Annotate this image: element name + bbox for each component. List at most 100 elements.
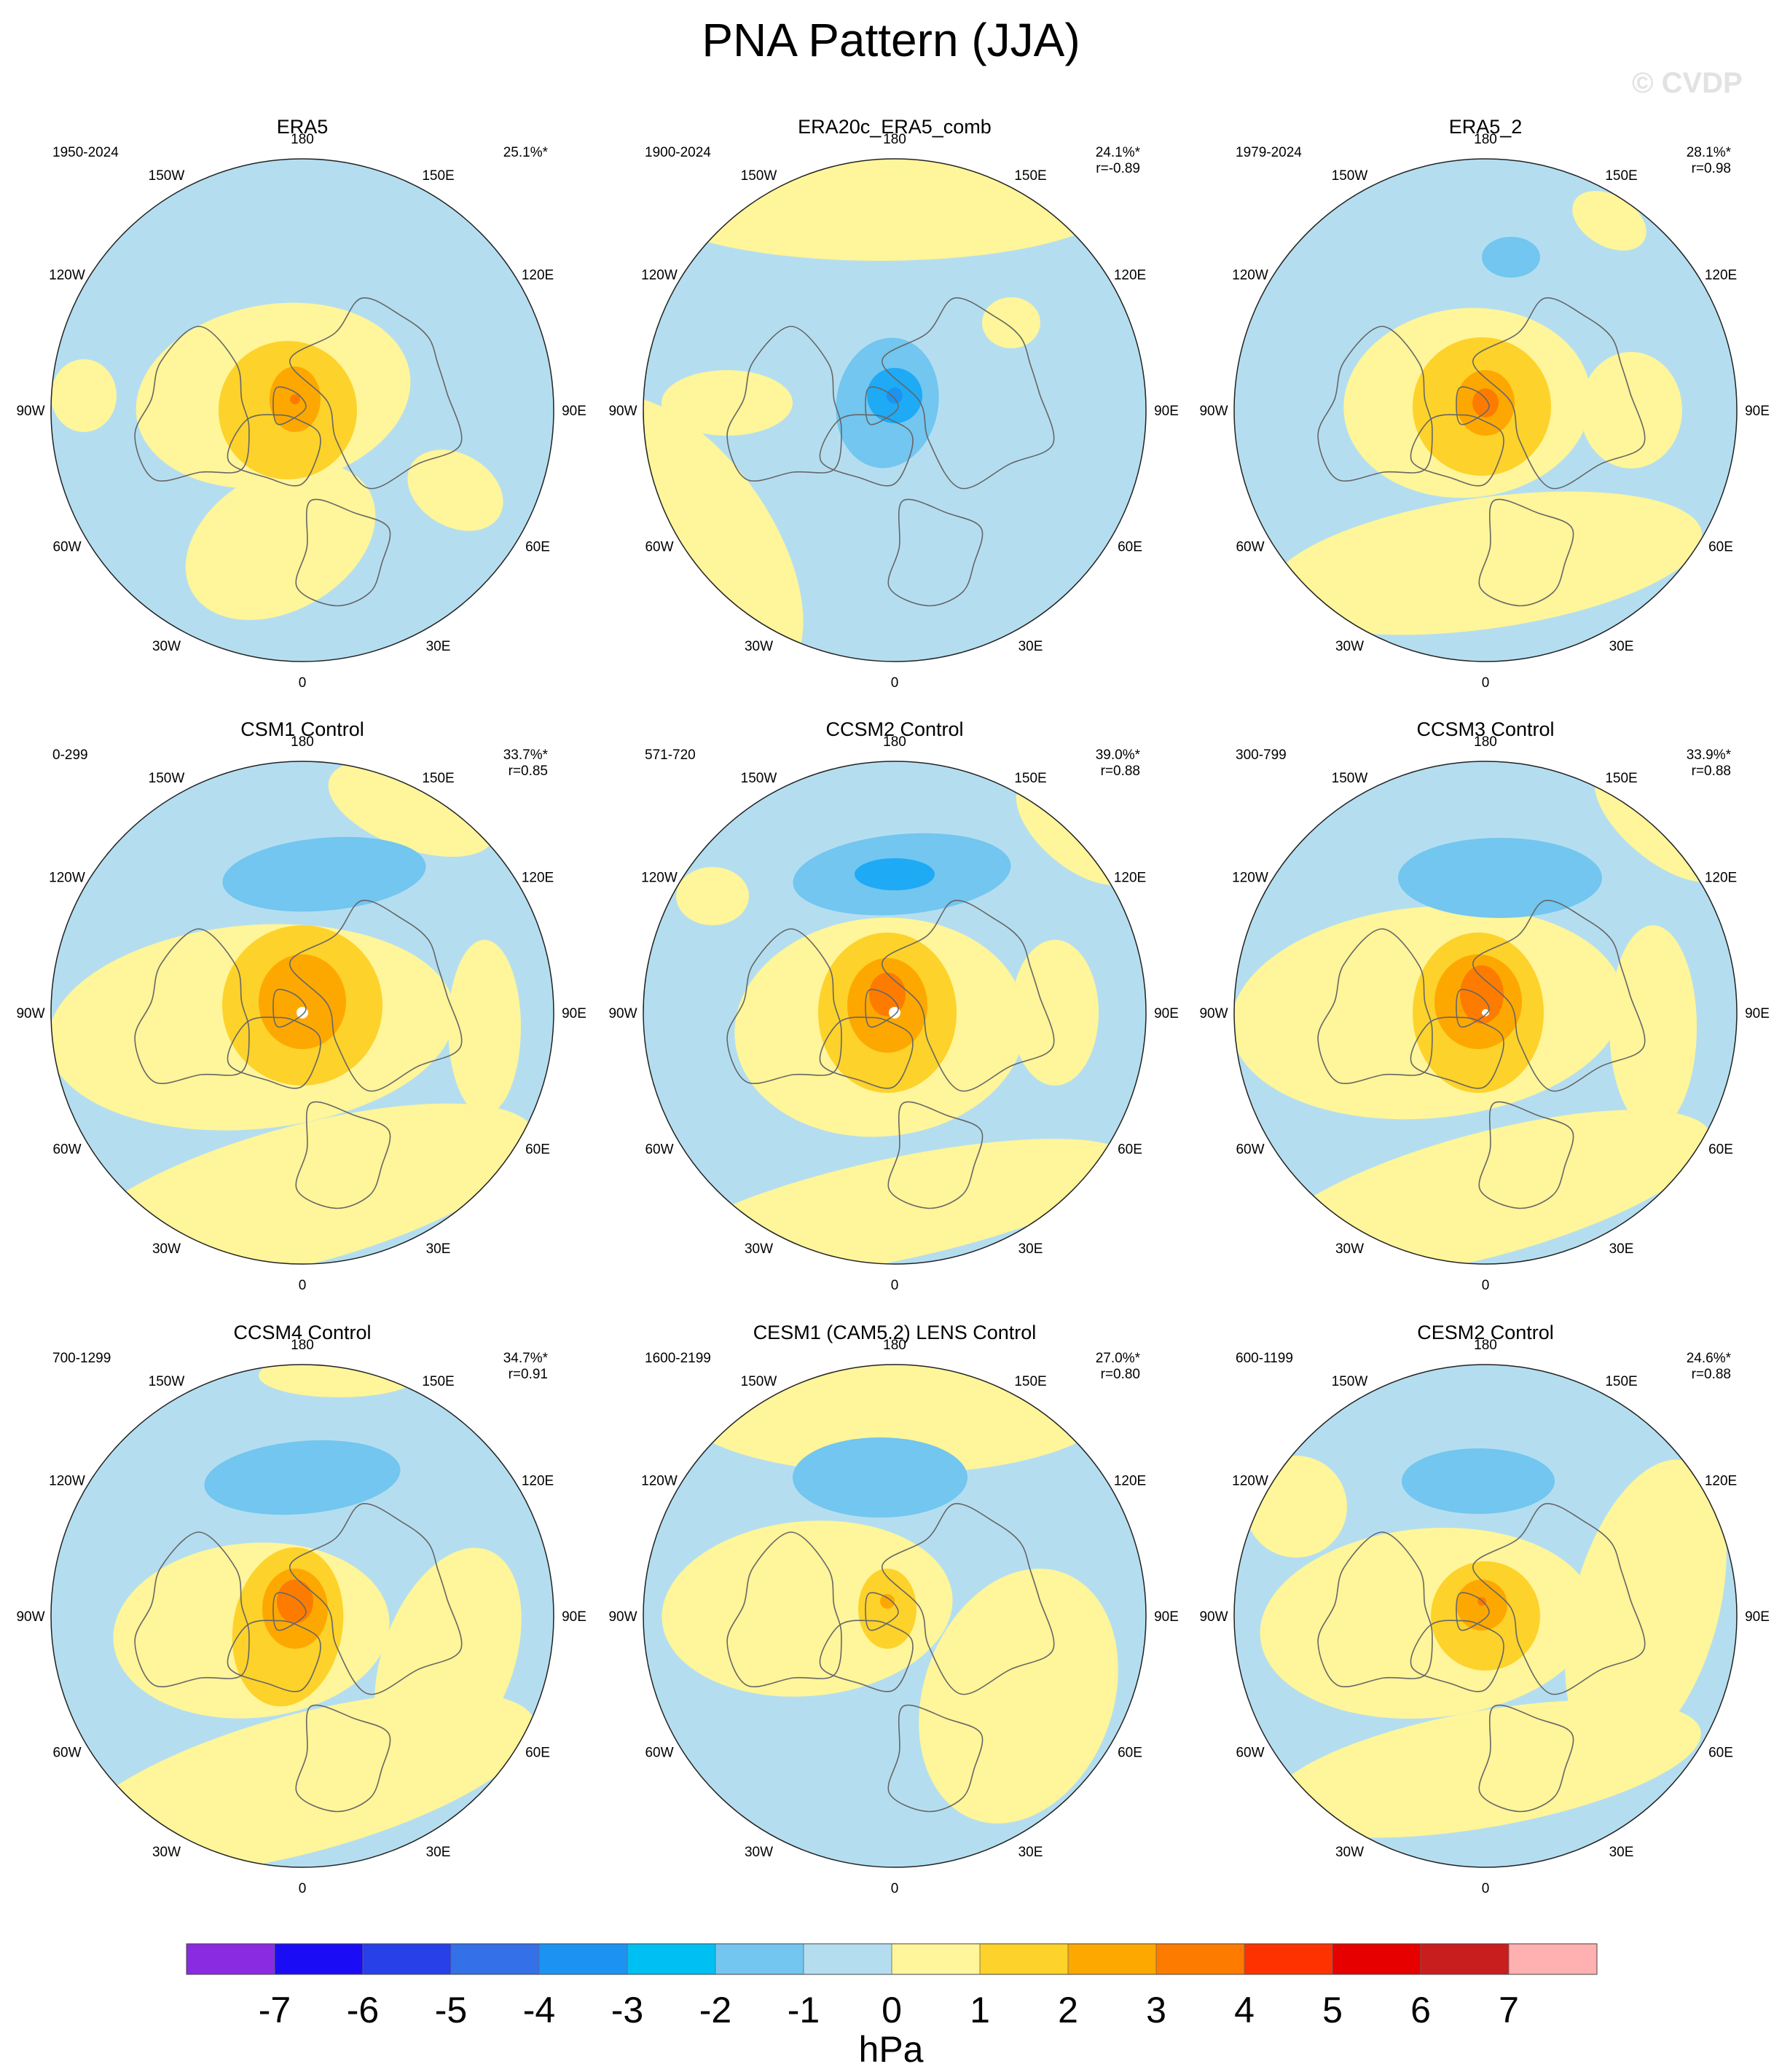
panel-9-border [1233,1364,1738,1868]
panel-6-title: CCSM3 Control [1416,718,1554,740]
panel-9-contour-neg_2-4 [1402,1448,1555,1514]
colorbar-swatch-10 [1068,1944,1156,1974]
panel-1-lon-label: 120E [522,268,554,283]
panel-4-lon-label: 90E [562,1006,586,1021]
panel-3-title: ERA5_2 [1449,116,1523,138]
panel-8-lon-label: 180 [883,1338,906,1353]
colorbar-swatch-0 [187,1944,275,1974]
panel-8-lon-label: 30E [1018,1845,1043,1860]
panel-5-title: CCSM2 Control [825,718,963,740]
panel-8-lon-label: 120E [1114,1474,1146,1489]
panel-1-contour-pos_4-6 [290,394,300,404]
panel-8-pattern-corr: r=0.80 [1101,1367,1140,1382]
panel-5-border [643,761,1147,1265]
panel-6-lon-label: 150E [1605,771,1637,786]
panel-9-lon-label: 60W [1236,1746,1264,1761]
panel-8-lon-label: 30W [745,1845,773,1860]
colorbar-tick-label: 0 [882,1990,902,2030]
panel-2-lon-label: 30W [745,639,773,654]
panel-4-lon-label: 90W [16,1006,44,1021]
panel-1-map: 180 150E 120E 90E 60E 30E 0 30W 60W 90W 120W 150W ER… [16,116,586,691]
panel-4-contour-neg_2-4 [222,836,426,912]
panel-4-lon-label: 150W [149,771,185,786]
colorbar-tick-label: -5 [435,1990,467,2030]
panel-1-lon-label: 30W [152,639,181,654]
colorbar-tick-label: 6 [1410,1990,1431,2030]
panel-7-border [50,1364,554,1868]
panel-8-border [643,1364,1147,1868]
panel-1-pct-variance: 25.1%* [503,145,549,160]
colorbar-swatch-6 [715,1944,804,1974]
panel-9-contour-pos_1-3 [1245,1456,1347,1558]
colorbar: -7 -6 -5 -4 -3 -2 -1 0 1 2 3 4 5 6 7 hPa [186,1943,1598,2070]
panel-3-lon-label: 0 [1482,675,1490,691]
panel-9-contour-pos_1-2 [1565,1459,1727,1758]
panel-4-lon-label: 150E [422,771,454,786]
panel-3-years: 1979-2024 [1236,145,1302,160]
panel-5-lon-label: 60W [645,1142,673,1158]
panel-2-pattern-corr: r=-0.89 [1096,161,1140,176]
panel-8-lon-label: 150E [1014,1374,1046,1389]
panel-5-contour-neg_3-6 [855,858,935,890]
panel-4-lon-label: 30E [426,1241,451,1257]
panel-8-lon-label: 0 [891,1881,899,1896]
panel-2-lon-label: 60E [1118,540,1142,555]
panel-7-lon-label: 30W [152,1845,181,1860]
panel-7-map: 180 150E 120E 90E 60E 30E 0 30W 60W 90W 120W 150W CC… [16,1322,586,1896]
panel-7-contour-neg_2-4 [204,1440,401,1515]
panel-5-contour-white-10 [889,1007,900,1019]
panel-1-years: 1950-2024 [52,145,119,160]
panel-6-contour-white-8 [1482,1009,1489,1016]
panel-9-lon-label: 90W [1199,1609,1228,1625]
panel-6-lon-label: 180 [1474,734,1497,750]
panel-9-lon-label: 30E [1609,1845,1634,1860]
panel-8-lon-label: 60W [645,1746,673,1761]
panel-5-lon-label: 0 [891,1278,899,1293]
panel-8-contour-pos_3-5 [880,1594,895,1609]
panel-8-lon-label: 90E [1154,1609,1179,1625]
colorbar-swatch-9 [980,1944,1068,1974]
colorbar-swatch-8 [892,1944,980,1974]
panel-8-contour-neg_2-3 [793,1437,967,1518]
panel-9-lon-label: 90E [1745,1609,1770,1625]
colorbar-tick-label: 2 [1058,1990,1078,2030]
colorbar-swatch-4 [539,1944,627,1974]
panel-8-lon-label: 90W [608,1609,637,1625]
panel-9-lon-label: 150E [1605,1374,1637,1389]
panel-5-lon-label: 30W [745,1241,773,1257]
panel-1-lon-label: 30E [426,639,451,654]
panel-6-lon-label: 120W [1232,871,1268,886]
panel-7-lon-label: 150E [422,1374,454,1389]
panel-8-pct-variance: 27.0%* [1096,1351,1141,1366]
panel-5-lon-label: 180 [883,734,906,750]
panel-4-map: 180 150E 120E 90E 60E 30E 0 30W 60W 90W 120W 150W CS… [16,718,586,1293]
colorbar-tick-label: 1 [970,1990,990,2030]
panel-7-pct-variance: 34.7%* [503,1351,549,1366]
panel-7-lon-label: 60E [525,1746,550,1761]
panel-2-lon-label: 0 [891,675,899,691]
panel-7-contour-pos_4-7 [277,1579,313,1623]
panel-5-lon-label: 30E [1018,1241,1043,1257]
panel-4-lon-label: 180 [291,734,314,750]
panel-9-lon-label: 120W [1232,1474,1268,1489]
panel-4-title: CSM1 Control [240,718,364,740]
panel-5-lon-label: 90W [608,1006,637,1021]
panel-5-lon-label: 60E [1118,1142,1142,1158]
panel-5-lon-label: 90E [1154,1006,1179,1021]
panel-3-contour-neg_2-7 [1482,237,1540,278]
panel-1-field [51,159,554,662]
colorbar-swatch-2 [363,1944,451,1974]
panel-7-lon-label: 60W [52,1746,81,1761]
panel-9-lon-label: 30W [1335,1845,1364,1860]
panel-4-contour-pos_1-3 [448,940,521,1115]
panel-1-lon-label: 60E [525,540,550,555]
colorbar-tick-label: -4 [523,1990,555,2030]
panel-9-lon-label: 60E [1708,1746,1733,1761]
panel-7-pattern-corr: r=0.91 [509,1367,548,1382]
panel-3-lon-label: 60E [1708,540,1733,555]
colorbar-tick-label: -1 [788,1990,820,2030]
colorbar-swatch-7 [804,1944,892,1974]
panel-2-lon-label: 150W [741,168,777,184]
panel-6-lon-label: 90E [1745,1006,1770,1021]
panel-4-lon-label: 120E [522,871,554,886]
